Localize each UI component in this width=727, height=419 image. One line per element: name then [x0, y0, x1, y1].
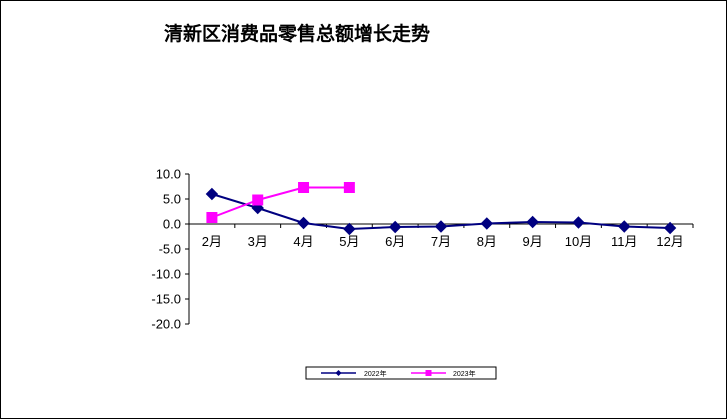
series-0 [205, 187, 677, 236]
x-tick-label: 11月 [611, 234, 638, 249]
x-tick-label: 7月 [431, 234, 451, 249]
data-point [526, 215, 539, 229]
x-tick-label: 12月 [656, 234, 683, 249]
y-tick-label: 0.0 [163, 217, 181, 232]
legend-item: 2023年 [411, 369, 476, 378]
x-tick-label: 3月 [248, 234, 268, 249]
data-point [434, 220, 448, 233]
legend-swatch-marker [425, 370, 432, 376]
data-point [298, 182, 310, 193]
legend-label: 2023年 [453, 369, 476, 378]
legend-swatch-marker [335, 370, 342, 376]
data-point [663, 221, 677, 235]
data-point [252, 194, 264, 206]
data-point [343, 222, 356, 236]
x-tick-label: 10月 [565, 234, 592, 249]
data-point [206, 212, 218, 223]
x-tick-label: 5月 [339, 234, 359, 249]
x-tick-label: 6月 [385, 234, 405, 249]
y-tick-label: -15.0 [151, 292, 181, 307]
y-tick-label: 10.0 [156, 167, 181, 182]
data-point [343, 182, 355, 193]
x-tick-label: 4月 [293, 234, 313, 249]
data-point [388, 220, 402, 234]
y-tick-label: 5.0 [163, 192, 181, 207]
legend-box [305, 366, 497, 380]
legend-label: 2022年 [364, 369, 387, 378]
data-point [618, 220, 631, 233]
data-point [480, 217, 494, 230]
x-tick-label: 8月 [477, 234, 497, 249]
x-tick-label: 2月 [202, 234, 222, 249]
data-point [297, 216, 310, 230]
series-1 [206, 182, 355, 223]
legend-item: 2022年 [321, 369, 387, 378]
data-point [205, 187, 219, 201]
chart-title: 清新区消费品零售总额增长走势 [164, 23, 431, 45]
y-tick-label: -20.0 [151, 317, 181, 332]
y-tick-label: -10.0 [151, 267, 181, 282]
data-point [572, 216, 585, 229]
series-line [211, 186, 350, 219]
x-tick-label: 9月 [523, 234, 543, 249]
legend: 2022年 2023年 [305, 366, 497, 380]
y-tick-label: -5.0 [159, 242, 181, 257]
